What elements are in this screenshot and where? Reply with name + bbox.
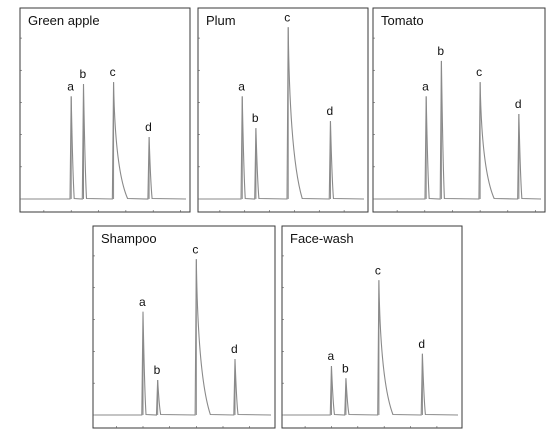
peak-label-b: b	[437, 44, 444, 58]
peak-label-b: b	[154, 363, 161, 377]
peak-label-a: a	[67, 79, 74, 93]
chromatogram-trace	[284, 280, 459, 416]
peak-label-d: d	[231, 342, 238, 356]
peak-label-d: d	[326, 104, 333, 118]
peak-label-c: c	[192, 242, 198, 256]
chromatogram-trace	[22, 82, 187, 200]
peak-label-d: d	[515, 97, 522, 111]
chart-panel-5: ab c d Face-wash	[281, 225, 463, 429]
peak-label-a: a	[139, 295, 146, 309]
peak-label-c: c	[476, 65, 482, 79]
peak-label-c: c	[284, 10, 290, 24]
chromatogram-trace	[200, 27, 365, 200]
panel-frame	[92, 225, 276, 429]
panel-frame	[281, 225, 463, 429]
panel-title: Shampoo	[101, 231, 157, 246]
peak-label-c: c	[375, 263, 381, 277]
peak-label-b: b	[80, 67, 87, 81]
chromatogram-trace	[375, 60, 542, 200]
panel-title: Plum	[206, 13, 236, 28]
panel-title: Tomato	[381, 13, 424, 28]
chromatogram-trace	[95, 259, 272, 416]
peak-label-a: a	[238, 79, 245, 93]
chart-panel-1: ab c d Green apple	[19, 7, 191, 213]
chart-panel-3: a b c d Tomato	[372, 7, 546, 213]
panel-title: Face-wash	[290, 231, 354, 246]
peak-label-d: d	[418, 337, 425, 351]
peak-label-a: a	[327, 349, 334, 363]
peak-label-c: c	[110, 65, 116, 79]
peak-label-b: b	[342, 361, 349, 375]
peak-label-b: b	[252, 111, 259, 125]
panel-frame	[19, 7, 191, 213]
chart-panel-2: a b c d Plum	[197, 7, 369, 213]
chart-panel-4: a b c d Shampoo	[92, 225, 276, 429]
panel-frame	[372, 7, 546, 213]
panel-title: Green apple	[28, 13, 100, 28]
peak-label-d: d	[145, 120, 152, 134]
peak-label-a: a	[422, 79, 429, 93]
panel-frame	[197, 7, 369, 213]
